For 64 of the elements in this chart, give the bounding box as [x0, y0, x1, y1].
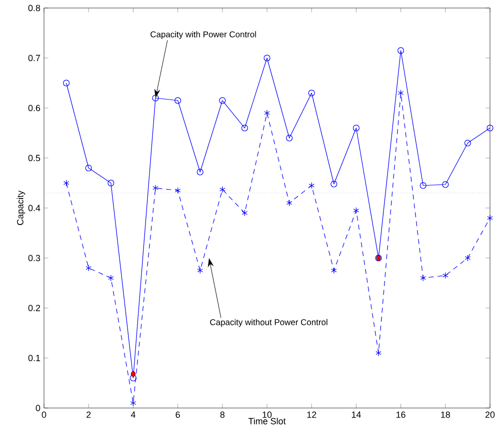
point [286, 134, 293, 142]
point [63, 180, 70, 186]
y-axis-title: Capacity [16, 190, 26, 225]
point [487, 214, 493, 222]
y-tick-label: 0.2 [28, 304, 40, 312]
y-tick-label: 0.1 [28, 354, 40, 362]
y-tick-label: 0.7 [28, 54, 40, 62]
point [130, 400, 136, 406]
x-tick-label: 20 [485, 412, 495, 418]
point [398, 47, 404, 54]
x-tick-label: 2 [86, 412, 91, 418]
point [376, 350, 382, 356]
point [241, 124, 248, 132]
point [331, 267, 337, 274]
x-tick-label: 16 [396, 412, 406, 418]
point [398, 90, 404, 96]
point [220, 186, 226, 193]
point [464, 254, 471, 262]
annotation: Capacity without Power Control [210, 318, 328, 327]
annotation: Capacity with Power Control [150, 31, 256, 40]
point [63, 80, 70, 86]
point [420, 274, 426, 282]
point [108, 274, 114, 282]
point [152, 94, 159, 102]
point [486, 124, 494, 132]
x-tick-label: 0 [42, 412, 46, 418]
point [464, 140, 471, 146]
point [86, 264, 92, 272]
point [174, 97, 182, 104]
x-tick-label: 4 [130, 412, 136, 418]
point [442, 181, 449, 188]
point [197, 267, 203, 274]
x-tick-label: 8 [220, 412, 225, 418]
y-tick-label: 0.3 [28, 254, 40, 262]
x-tick-label: 12 [307, 412, 316, 418]
y-tick-label: 0 [36, 404, 40, 412]
point [219, 97, 226, 104]
point [308, 182, 314, 189]
point [286, 200, 292, 206]
y-tick-label: 0.8 [28, 4, 40, 12]
y-tick-label: 0.5 [28, 154, 40, 162]
point [108, 180, 114, 186]
point [264, 54, 270, 62]
point [353, 207, 360, 214]
y-tick-label: 0.6 [28, 104, 40, 112]
point [196, 168, 204, 176]
point [85, 164, 92, 172]
point [152, 184, 158, 192]
x-tick-label: 10 [262, 412, 272, 418]
y-tick-label: 0.4 [28, 204, 40, 212]
point [242, 210, 248, 216]
point [130, 374, 136, 382]
x-tick-label: 14 [352, 412, 361, 418]
point [174, 187, 181, 194]
point [264, 110, 270, 116]
x-tick-label: 18 [441, 412, 450, 418]
x-tick-label: 6 [176, 412, 180, 418]
point [130, 371, 136, 377]
point [308, 90, 315, 96]
point [330, 180, 338, 188]
point [420, 182, 426, 189]
x-axis-title: Time Slot [248, 418, 286, 424]
point [352, 124, 360, 132]
point [442, 272, 448, 279]
